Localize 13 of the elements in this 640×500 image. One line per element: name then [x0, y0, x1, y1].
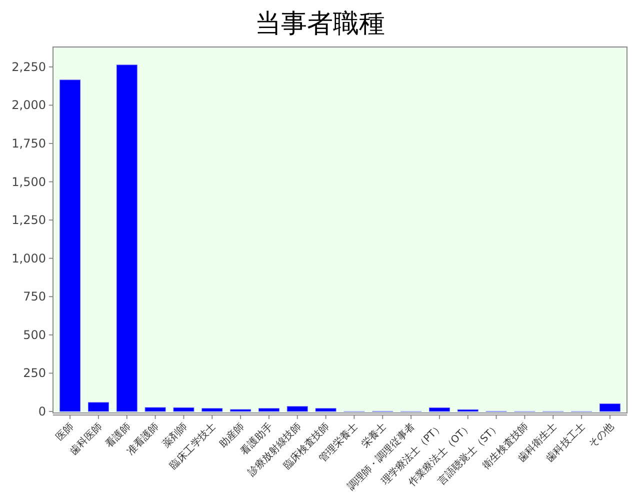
y-tick-label: 1,250: [12, 213, 46, 228]
y-tick-label: 500: [23, 328, 46, 342]
y-tick-label: 0: [38, 404, 46, 418]
x-tick-label: 医師: [54, 420, 76, 444]
y-tick-label: 2,250: [12, 60, 46, 74]
y-tick-label: 1,750: [12, 136, 46, 150]
y-tick-label: 1,000: [12, 251, 46, 266]
x-tick-label: その他: [586, 420, 616, 450]
y-tick-label: 2,000: [12, 98, 46, 112]
y-tick-label: 250: [23, 366, 46, 380]
chart-title: 当事者職種: [255, 9, 385, 39]
y-tick-label: 750: [23, 290, 46, 304]
y-tick-label: 1,500: [12, 174, 46, 189]
